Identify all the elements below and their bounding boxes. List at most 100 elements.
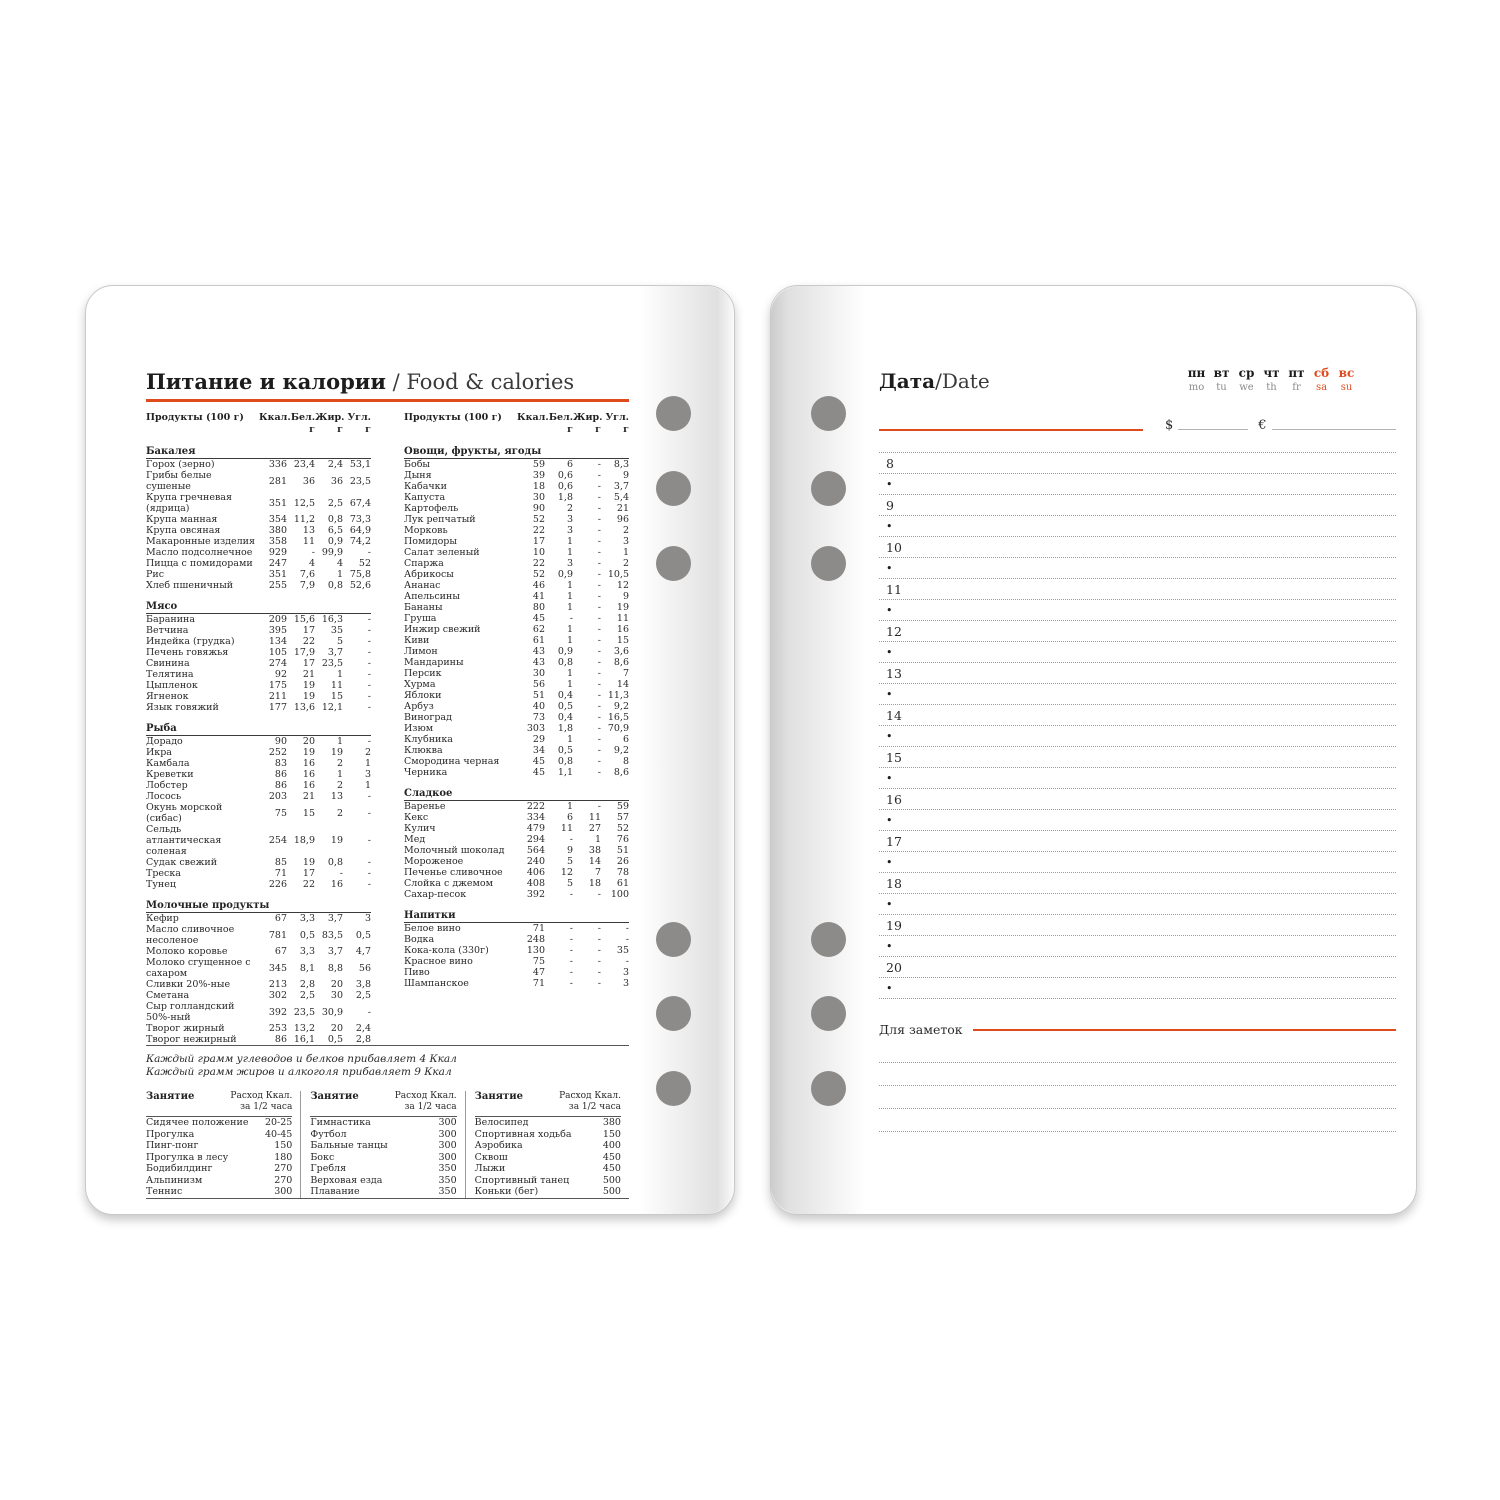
food-value: -: [597, 624, 601, 635]
table-row: Спортивная ходьба 150: [475, 1129, 621, 1141]
weekday-ru: сб: [1313, 366, 1330, 380]
table-row: Дорадо 90 20 1 -: [146, 736, 371, 747]
hole-punch: [811, 922, 846, 957]
food-value: 3: [364, 769, 371, 780]
table-row: Крупа гречневая (ядрица) 351 12,5 2,5 67,4: [146, 492, 371, 514]
activity-name: Бокс: [310, 1151, 335, 1163]
table-row: Арбуз 40 0,5 - 9,2: [404, 701, 629, 712]
weekday-en: su: [1340, 382, 1353, 393]
food-value: -: [597, 525, 601, 536]
food-name: Сельдь атлантическая соленая: [146, 824, 222, 857]
food-value: -: [367, 647, 371, 658]
table-row: Треска 71 17 - -: [146, 868, 371, 879]
food-name: Дыня: [404, 470, 432, 481]
food-value: -: [367, 669, 371, 680]
activity-value: 180: [274, 1151, 293, 1163]
food-value: 45: [532, 613, 545, 624]
food-value: 86: [274, 769, 287, 780]
food-value: 248: [526, 934, 545, 945]
food-section-title: Рыба: [146, 722, 371, 736]
food-value: 2: [566, 503, 573, 514]
food-value: 56: [532, 679, 545, 690]
food-value: 71: [274, 868, 287, 879]
weekday-en: sa: [1315, 382, 1328, 393]
food-value: 564: [526, 845, 545, 856]
food-name: Белое вино: [404, 923, 461, 934]
food-value: -: [597, 668, 601, 679]
food-value: 14: [616, 679, 629, 690]
food-name: Арбуз: [404, 701, 434, 712]
food-value: 51: [532, 690, 545, 701]
food-value: 16,5: [607, 712, 629, 723]
food-name: Бананы: [404, 602, 443, 613]
table-row: Прогулка в лесу 180: [146, 1152, 292, 1164]
food-value: 17: [532, 536, 545, 547]
table-row: Морковь 22 3 - 2: [404, 525, 629, 536]
food-value: 13,6: [293, 702, 315, 713]
food-value: 1: [336, 736, 343, 747]
hole-punch: [656, 1071, 691, 1106]
col-header: Угл. г: [605, 412, 629, 435]
table-row: Крупа овсяная 380 13 6,5 64,9: [146, 525, 371, 536]
weekday-selector: пн вт ср чт пт сб вс mo tu we th fr sa su: [1184, 366, 1359, 395]
food-value: 1: [566, 536, 573, 547]
food-name: Ягненок: [146, 691, 189, 702]
food-value: 0,6: [557, 470, 573, 481]
notes-write-line: [879, 1086, 1396, 1109]
food-value: 13: [330, 791, 343, 802]
food-value: 74,2: [349, 536, 371, 547]
table-row: Варенье 222 1 - 59: [404, 801, 629, 812]
table-row: Кулич 479 11 27 52: [404, 823, 629, 834]
food-value: 23,5: [349, 475, 371, 487]
food-value: 395: [268, 625, 287, 636]
food-name: Тунец: [146, 879, 176, 890]
food-value: -: [625, 923, 629, 934]
food-value: 2: [336, 758, 343, 769]
food-value: 43: [532, 657, 545, 668]
food-value: 281: [268, 475, 287, 487]
food-value: 30: [330, 990, 343, 1001]
notes-label: Для заметок: [879, 1022, 963, 1037]
activity-value: 300: [438, 1140, 457, 1151]
activity-header-row: Занятие Расход Ккал. за 1/2 часа: [146, 1091, 293, 1117]
food-value: 11: [560, 823, 573, 834]
food-value: -: [597, 889, 601, 900]
activity-kcal-header: Расход Ккал. за 1/2 часа: [230, 1091, 293, 1112]
food-value: 17,9: [293, 647, 315, 658]
food-name: Кабачки: [404, 481, 447, 492]
food-value: 17: [302, 625, 315, 636]
food-value: 8,6: [613, 767, 629, 778]
food-name: Смородина черная: [404, 756, 500, 767]
food-name: Творог жирный: [146, 1023, 225, 1034]
hole-punch: [656, 922, 691, 957]
food-value: 11,3: [607, 690, 629, 701]
food-value: 4,7: [355, 946, 371, 957]
food-value: -: [597, 801, 601, 812]
food-name: Кулич: [404, 823, 436, 834]
food-name: Лимон: [404, 646, 438, 657]
food-value: 10,5: [607, 569, 629, 580]
activity-value: 500: [602, 1186, 621, 1197]
food-value: -: [597, 569, 601, 580]
food-value: 53,1: [349, 459, 371, 470]
food-value: 43: [532, 646, 545, 657]
food-name: Телятина: [146, 669, 194, 680]
food-value: -: [597, 756, 601, 767]
col-header: Жир. г: [573, 412, 603, 435]
table-row: Масло сливочное несоленое 781 0,5 83,5 0,5: [146, 924, 371, 946]
table-row: Теннис 300: [146, 1186, 292, 1198]
food-name: Бобы: [404, 459, 430, 470]
food-name: Яблоки: [404, 690, 442, 701]
food-value: 20: [330, 979, 343, 990]
food-value: -: [569, 834, 573, 845]
food-value: 2: [622, 525, 629, 536]
schedule-bullet-row: •: [879, 474, 1396, 495]
food-value: 0,5: [355, 929, 371, 941]
table-row: Сельдь атлантическая соленая 254 18,9 19 -: [146, 824, 371, 857]
food-name: Хлеб пшеничный: [146, 580, 234, 591]
food-value: 67: [274, 946, 287, 957]
table-row: Кекс 334 6 11 57: [404, 812, 629, 823]
food-value: 351: [268, 497, 287, 509]
food-value: -: [597, 967, 601, 978]
schedule-hour-row: 14: [879, 705, 1396, 726]
